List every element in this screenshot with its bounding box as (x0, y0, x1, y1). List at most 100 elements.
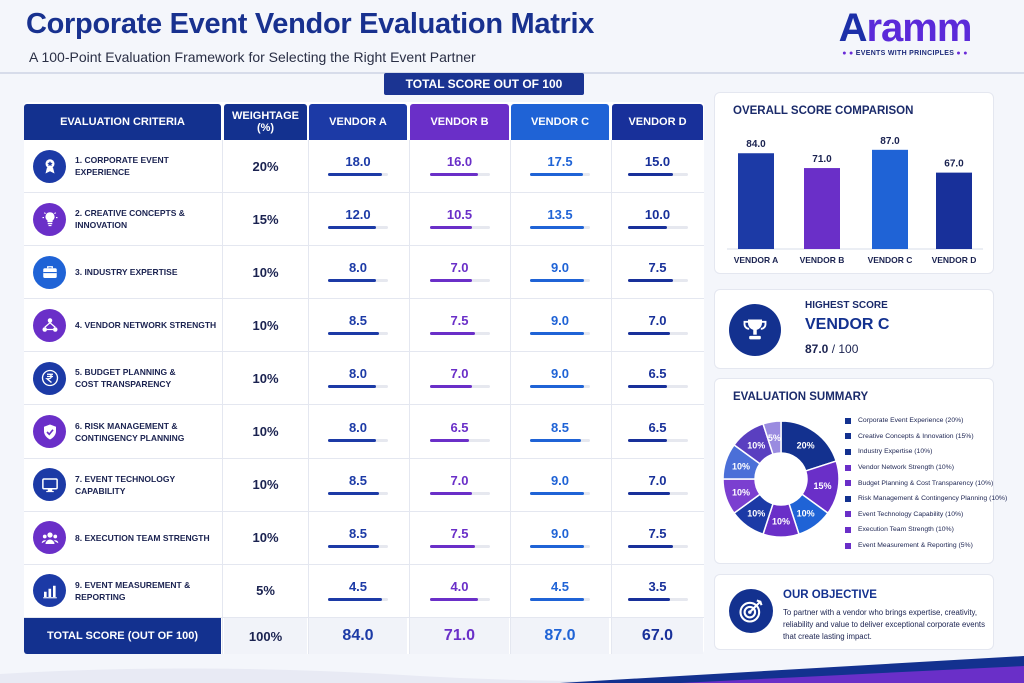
score-bar-track (530, 226, 590, 230)
lightbulb-icon (33, 202, 66, 236)
score-value: 8.0 (348, 260, 368, 276)
bar-vendor-d[interactable] (936, 172, 972, 249)
header-vendor-a[interactable]: VENDOR A (309, 104, 407, 140)
score-cell-vendor-d: 6.5 (612, 352, 703, 404)
header-vendor-c[interactable]: VENDOR C (511, 104, 609, 140)
score-bar-fill (530, 385, 584, 389)
shield-check-icon (33, 415, 66, 448)
score-value: 8.0 (348, 419, 368, 435)
score-cell-vendor-c: 9.0 (511, 352, 609, 404)
bar-vendor-b[interactable] (804, 168, 840, 249)
criteria-cell: 6. RISK MANAGEMENT & CONTINGENCY PLANNING (24, 406, 221, 458)
highest-score-panel: HIGHEST SCORE VENDOR C 87.0 / 100 (714, 289, 994, 369)
legend-label: Corporate Event Experience (20%) (858, 417, 964, 425)
donut-slice-label: 10% (747, 441, 765, 451)
brand-logo[interactable]: Aramm ● ● EVENTS WITH PRINCIPLES ● ● (820, 6, 990, 66)
score-bar-track (627, 438, 688, 442)
highest-score-label: HIGHEST SCORE (805, 300, 888, 311)
score-bar-fill (328, 173, 382, 176)
score-cell-vendor-a: 4.5 (309, 565, 407, 617)
header-vendor-b[interactable]: VENDOR B (410, 104, 509, 140)
page-subtitle: A 100-Point Evaluation Framework for Sel… (29, 49, 476, 65)
score-value: 7.0 (648, 313, 667, 329)
evaluation-summary-panel: EVALUATION SUMMARY 20% 15% 10% 10% 10% 10% 10%… (714, 378, 1007, 564)
score-value: 18.0 (345, 154, 371, 169)
score-cell-vendor-a: 8.0 (309, 406, 407, 458)
donut-slice-label: 5% (768, 433, 781, 443)
criteria-label: 1. CORPORATE EVENT EXPERIENCE (75, 154, 221, 178)
legend-swatch (845, 511, 851, 518)
score-value: 4.5 (348, 578, 368, 594)
table-row: 5. BUDGET PLANNING & COST TRANSPARENCY 10%… (24, 352, 704, 406)
score-bar-fill (328, 544, 379, 548)
criteria-label-line: 6. RISK MANAGEMENT & (75, 420, 178, 431)
legend-label: Budget Planning & Cost Transparency (10%… (858, 479, 994, 487)
score-bar-fill (328, 226, 376, 230)
header-vendor-d[interactable]: VENDOR D (612, 104, 703, 140)
score-bar-track (530, 385, 590, 389)
score-value: 9.0 (550, 525, 570, 541)
legend-swatch (845, 464, 851, 471)
score-cell-vendor-a: 8.5 (309, 512, 407, 564)
overall-score-panel: OVERALL SCORE COMPARISON 84.0 VENDOR A 71.… (714, 92, 994, 274)
bar-value-label: 71.0 (812, 154, 832, 165)
criteria-cell: 9. EVENT MEASUREMENT & REPORTING (24, 565, 221, 617)
score-value: 10.0 (644, 207, 671, 223)
footer-wave (0, 656, 1024, 683)
bar-vendor-a[interactable] (738, 153, 774, 249)
award-icon (33, 149, 66, 183)
legend-item: Budget Planning & Cost Transparency (10%… (845, 475, 1007, 491)
score-cell-vendor-a: 12.0 (309, 193, 407, 245)
bar-vendor-c[interactable] (872, 149, 908, 249)
score-value: 9.0 (550, 366, 570, 382)
donut-slice[interactable] (762, 420, 782, 456)
overall-score-chart: 84.0 VENDOR A 71.0 VENDOR B 87.0 VENDOR C 67.0… (727, 136, 983, 265)
score-cell-vendor-d: 7.5 (612, 246, 703, 298)
legend-swatch (845, 433, 851, 440)
legend-label: Event Technology Capability (10%) (858, 510, 964, 518)
score-value: 9.0 (550, 472, 570, 488)
evaluation-summary-title: EVALUATION SUMMARY (733, 391, 869, 403)
score-value: 8.0 (348, 366, 368, 382)
score-bar-track (328, 332, 388, 336)
score-bar-fill (627, 597, 670, 601)
target-icon (729, 589, 773, 633)
score-bar-track (627, 173, 688, 176)
score-cell-vendor-c: 13.5 (511, 193, 609, 245)
score-bar-track (328, 173, 388, 176)
score-bar-fill (530, 173, 583, 176)
legend-label: Event Measurement & Reporting (5%) (858, 542, 973, 550)
score-cell-vendor-b: 16.0 (410, 140, 509, 192)
score-bar-fill (328, 438, 376, 442)
criteria-label-line: 5. BUDGET PLANNING & (75, 367, 176, 378)
score-cell-vendor-d: 3.5 (612, 565, 703, 617)
column-divider (611, 140, 612, 654)
table-row: 8. EXECUTION TEAM STRENGTH 10% 8.5 7.5 9.0 7.… (24, 512, 704, 565)
weightage-cell: 20% (252, 158, 279, 174)
score-bar-track (627, 332, 688, 336)
score-bar-fill (328, 597, 382, 601)
score-value: 16.0 (446, 154, 473, 169)
score-bar-track (530, 438, 590, 442)
criteria-cell: 1. CORPORATE EVENT EXPERIENCE (24, 140, 221, 192)
score-value: 7.5 (450, 313, 469, 329)
score-cell-vendor-d: 6.5 (612, 406, 703, 458)
score-value: 7.0 (450, 260, 469, 276)
highest-score-vendor: VENDOR C (805, 316, 890, 333)
brand-tagline: ● ● EVENTS WITH PRINCIPLES ● ● (842, 50, 968, 57)
score-bar-track (328, 279, 388, 283)
table-row: 3. INDUSTRY EXPERTISE 10% 8.0 7.0 9.0 7.5 (24, 246, 704, 300)
legend-swatch (845, 495, 851, 502)
donut-slice-label: 10% (797, 508, 815, 518)
legend-item: Event Measurement & Reporting (5%) (845, 538, 1007, 554)
score-cell-vendor-a: 8.0 (309, 246, 407, 298)
column-divider (222, 140, 223, 654)
score-value: 4.5 (550, 578, 570, 594)
score-bar-fill (429, 332, 475, 336)
legend-label: Vendor Network Strength (10%) (858, 464, 954, 472)
score-bar-fill (328, 279, 376, 283)
score-bar-fill (627, 173, 673, 176)
score-value: 7.5 (648, 525, 667, 541)
criteria-label: 9. EVENT MEASUREMENT & REPORTING (75, 579, 221, 603)
criteria-cell: 3. INDUSTRY EXPERTISE (24, 246, 221, 298)
